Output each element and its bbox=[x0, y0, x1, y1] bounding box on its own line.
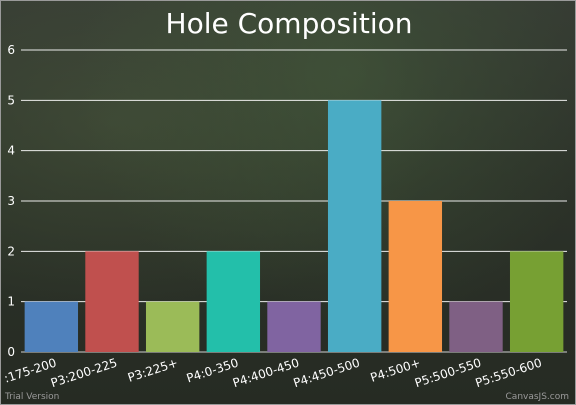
trial-version-label: Trial Version bbox=[5, 392, 60, 402]
y-tick-label-1: 1 bbox=[7, 295, 15, 309]
x-tick-label-6: P4:450-500 bbox=[292, 356, 362, 391]
canvasjs-credit-link[interactable]: CanvasJS.com bbox=[505, 392, 569, 402]
y-tick-label-3: 3 bbox=[7, 194, 15, 208]
y-tick-label-5: 5 bbox=[7, 93, 15, 107]
bar-6[interactable] bbox=[327, 100, 382, 352]
bar-7[interactable] bbox=[388, 201, 443, 352]
y-tick-label-2: 2 bbox=[7, 244, 15, 258]
x-tick-label-5: P4:400-450 bbox=[231, 356, 301, 391]
bar-5[interactable] bbox=[267, 301, 321, 352]
y-tick-label-4: 4 bbox=[7, 144, 15, 158]
x-tick-label-9: P5:550-600 bbox=[474, 356, 544, 391]
x-tick-label-8: P5:500-550 bbox=[413, 356, 483, 391]
bar-4[interactable] bbox=[206, 251, 261, 352]
x-tick-label-3: P3:225+ bbox=[126, 356, 180, 385]
bar-2[interactable] bbox=[85, 251, 139, 352]
y-tick-label-6: 6 bbox=[7, 43, 15, 57]
bar-9[interactable] bbox=[509, 251, 564, 352]
x-tick-label-2: P3:200-225 bbox=[49, 356, 119, 391]
chart-title: Hole Composition bbox=[165, 7, 413, 40]
y-tick-label-0: 0 bbox=[7, 345, 15, 359]
bar-8[interactable] bbox=[449, 301, 503, 352]
bar-1[interactable] bbox=[24, 301, 79, 352]
bar-3[interactable] bbox=[145, 301, 200, 352]
